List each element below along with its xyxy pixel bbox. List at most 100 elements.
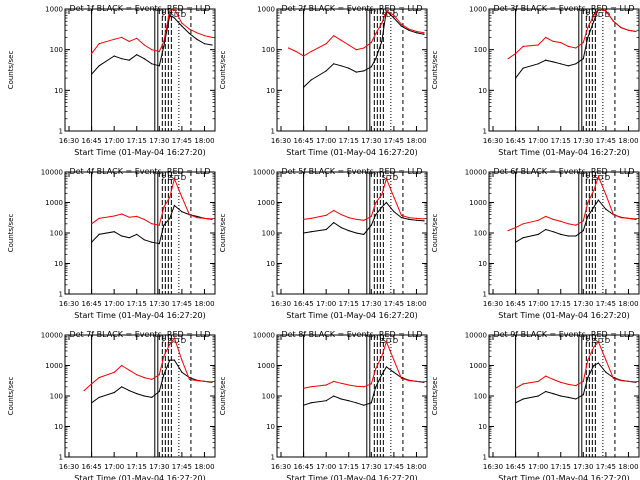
- panel-title: Det 8f BLACK = Events, RED = LLD: [281, 330, 422, 339]
- y-tick-label: 1000: [469, 6, 487, 14]
- events-point: [158, 65, 160, 67]
- x-tick-label: 17:45: [384, 463, 404, 471]
- lld-point: [340, 39, 342, 41]
- lld-point: [575, 47, 577, 49]
- events-point: [423, 33, 425, 35]
- lld-point: [552, 218, 554, 220]
- events-point: [181, 371, 183, 373]
- lld-point: [597, 176, 600, 178]
- x-tick-label: 18:00: [194, 137, 214, 145]
- lld-point: [143, 377, 145, 379]
- y-tick-label: 100: [262, 393, 275, 401]
- lld-point: [325, 384, 327, 386]
- lld-line: [507, 8, 637, 60]
- events-point: [587, 36, 589, 39]
- panel-title: Det 3f BLACK = Events, RED = LLD: [493, 4, 634, 13]
- x-tick-label: 16:30: [483, 137, 503, 145]
- x-tick-label: 17:00: [528, 463, 548, 471]
- events-point: [515, 402, 517, 404]
- events-point: [560, 233, 562, 235]
- lld-point: [181, 196, 183, 198]
- lld-point: [310, 50, 312, 53]
- marker-f: F: [586, 337, 590, 345]
- events-line: [303, 366, 425, 406]
- lld-point: [537, 219, 539, 221]
- events-point: [605, 208, 607, 210]
- lld-point: [635, 381, 637, 383]
- lld-point: [515, 227, 517, 229]
- events-point: [545, 390, 547, 393]
- x-tick-label: 18:00: [194, 300, 214, 308]
- lld-point: [375, 32, 377, 35]
- lld-point: [303, 218, 305, 220]
- events-point: [98, 233, 100, 235]
- x-axis-label: Start Time (01-May-04 16:27:20): [74, 148, 205, 157]
- lld-point: [163, 355, 165, 357]
- lld-point: [203, 380, 206, 382]
- events-point: [567, 65, 569, 67]
- lld-line: [91, 8, 213, 54]
- panel-det-3: Det 3f BLACK = Events, RED = LLD Counts/s…: [431, 4, 640, 157]
- y-tick-label: 1: [483, 454, 487, 462]
- events-point: [605, 371, 607, 373]
- events-point: [400, 217, 402, 219]
- x-axis-label: Start Time (01-May-04 16:27:20): [286, 148, 417, 157]
- lld-point: [381, 355, 383, 357]
- events-line: [303, 9, 425, 88]
- marker-e: E: [168, 337, 172, 345]
- events-point: [128, 237, 130, 239]
- x-tick-label: 17:30: [361, 137, 381, 145]
- x-tick-label: 17:45: [172, 300, 192, 308]
- x-tick-label: 16:45: [81, 300, 101, 308]
- panel-title: Det 6f BLACK = Events, RED = LLD: [493, 167, 634, 176]
- y-tick-label: 1: [59, 128, 63, 136]
- lld-point: [560, 220, 562, 222]
- panel-det-2: Det 2f BLACK = Events, RED = LLD Counts/s…: [219, 4, 428, 157]
- lld-point: [381, 22, 383, 24]
- lld-point: [612, 20, 615, 22]
- events-point: [515, 77, 517, 79]
- marker-f: F: [162, 337, 166, 345]
- x-tick-label: 17:00: [316, 300, 336, 308]
- marker-d: D: [393, 174, 398, 182]
- events-point: [423, 220, 425, 222]
- panel-det-4: Det 4f BLACK = Events, RED = LLD Counts/s…: [7, 167, 216, 320]
- events-point: [575, 398, 577, 400]
- lld-point: [522, 383, 524, 385]
- events-point: [597, 199, 600, 201]
- events-point: [128, 390, 130, 392]
- y-tick-label: 10: [266, 87, 275, 95]
- events-point: [522, 67, 524, 69]
- lld-point: [370, 41, 372, 44]
- lld-point: [128, 216, 130, 218]
- lld-point: [287, 47, 290, 49]
- lld-point: [158, 50, 160, 53]
- x-tick-label: 17:15: [339, 137, 359, 145]
- x-tick-label: 17:45: [596, 463, 616, 471]
- x-tick-label: 17:15: [339, 300, 359, 308]
- events-point: [363, 70, 365, 72]
- lld-point: [348, 217, 350, 219]
- lld-point: [620, 380, 622, 382]
- lld-point: [348, 384, 350, 386]
- events-point: [128, 59, 130, 61]
- events-point: [381, 40, 383, 43]
- x-tick-label: 17:30: [149, 137, 169, 145]
- lld-point: [173, 337, 175, 339]
- x-tick-label: 16:45: [293, 300, 313, 308]
- lld-point: [415, 217, 418, 219]
- x-tick-label: 18:00: [618, 463, 638, 471]
- x-axis-label: Start Time (01-May-04 16:27:20): [498, 148, 629, 157]
- plot-frame: [488, 334, 640, 458]
- x-tick-label: 16:30: [483, 463, 503, 471]
- events-point: [560, 63, 562, 65]
- lld-point: [355, 218, 357, 220]
- lld-point: [408, 380, 410, 382]
- marker-d: D: [393, 11, 398, 19]
- events-point: [408, 218, 410, 220]
- events-point: [567, 235, 569, 237]
- x-tick-label: 17:30: [361, 463, 381, 471]
- x-tick-label: 17:00: [528, 300, 548, 308]
- lld-point: [98, 217, 100, 219]
